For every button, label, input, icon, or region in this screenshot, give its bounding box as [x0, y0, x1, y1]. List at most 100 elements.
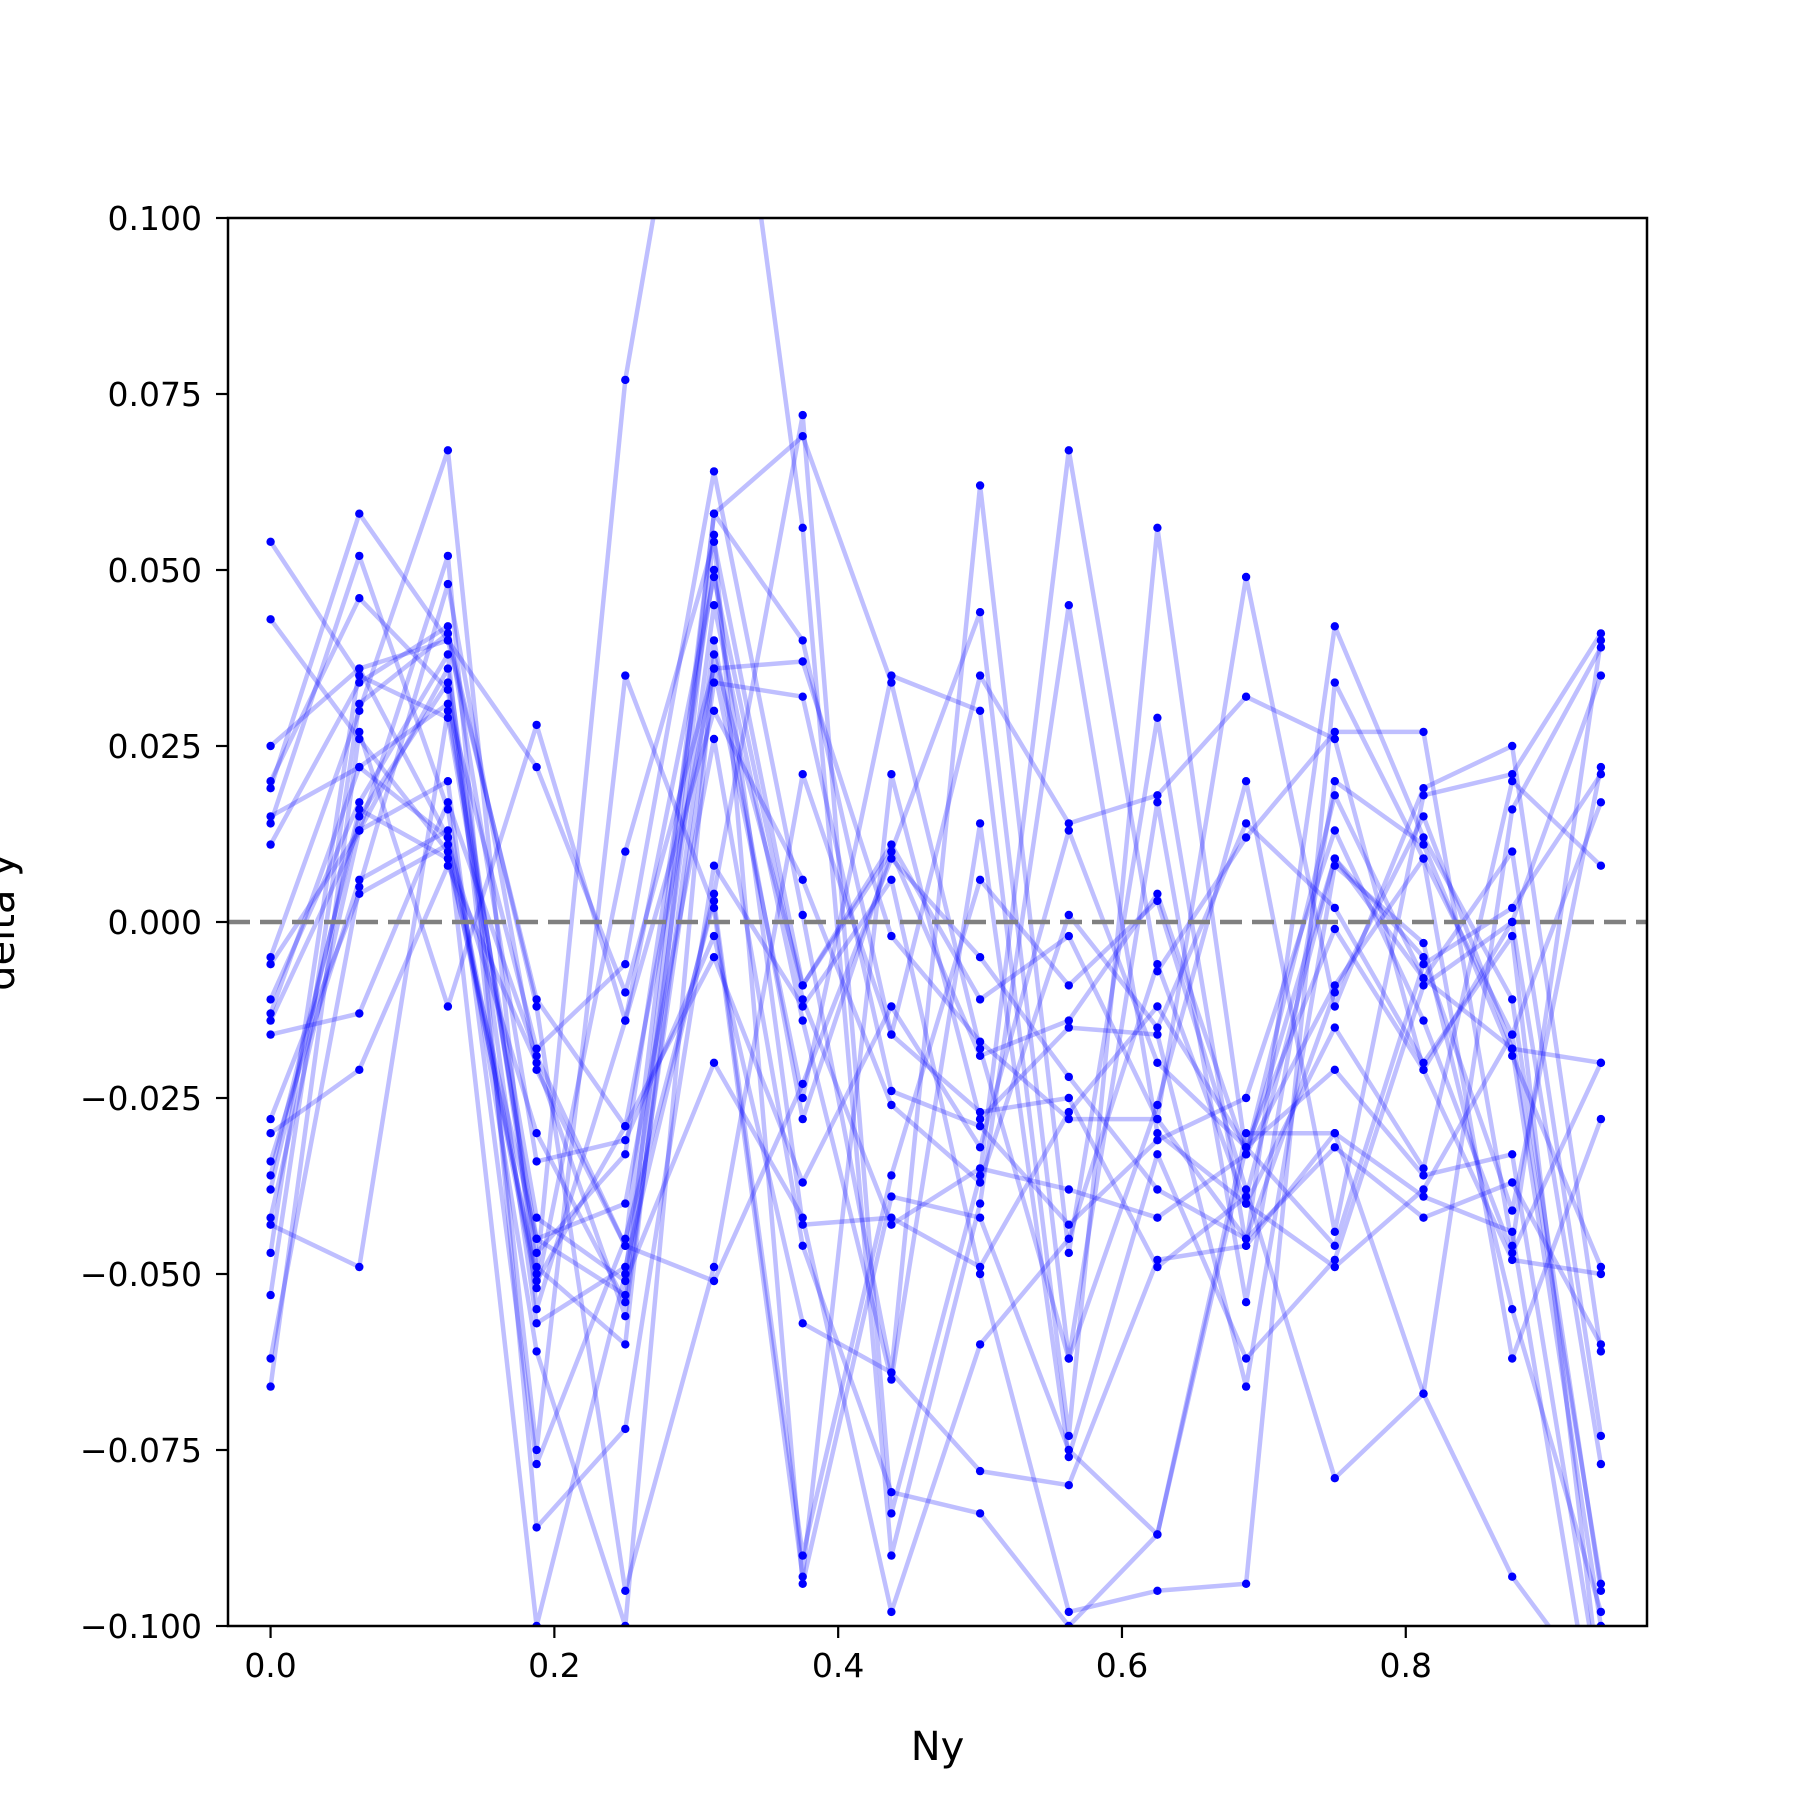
- series-line-6: [269, 469, 1604, 1592]
- data-point: [621, 988, 630, 997]
- series-line-2: [268, 218, 1603, 1558]
- data-point: [621, 1298, 630, 1307]
- data-point: [532, 1157, 541, 1166]
- data-point: [1419, 1213, 1428, 1222]
- data-point: [887, 847, 896, 856]
- data-point: [1064, 1431, 1074, 1441]
- data-point: [1241, 692, 1251, 701]
- data-point: [1330, 1227, 1340, 1237]
- data-point: [443, 713, 453, 722]
- data-point: [443, 861, 453, 870]
- data-point: [621, 1290, 630, 1300]
- data-point: [266, 1129, 275, 1138]
- data-point: [975, 1122, 985, 1131]
- data-point: [975, 1114, 985, 1124]
- data-point: [1330, 734, 1340, 744]
- data-point: [1153, 1150, 1162, 1159]
- data-point: [887, 1171, 896, 1180]
- series-line-21: [269, 708, 1604, 1615]
- data-point: [798, 410, 807, 420]
- data-point: [1064, 1107, 1074, 1117]
- data-point: [1153, 960, 1162, 969]
- data-point: [1153, 1530, 1162, 1539]
- data-point: [709, 1058, 719, 1068]
- data-point: [355, 798, 364, 807]
- data-point: [887, 1100, 896, 1110]
- data-point: [798, 875, 807, 884]
- data-point: [1596, 671, 1606, 680]
- data-point: [355, 762, 364, 772]
- data-point: [443, 805, 453, 814]
- data-point: [1064, 446, 1074, 455]
- data-point: [1330, 1002, 1340, 1011]
- data-point: [975, 819, 985, 828]
- data-point: [1153, 791, 1162, 800]
- data-point: [355, 706, 364, 715]
- data-point: [621, 1586, 630, 1596]
- series-line-8: [268, 624, 1552, 1626]
- data-point: [1064, 1220, 1074, 1229]
- data-point: [1241, 1143, 1251, 1152]
- data-point: [266, 1248, 275, 1258]
- data-point: [1597, 1692, 1605, 1700]
- data-point: [1241, 1354, 1251, 1363]
- data-point: [1596, 1579, 1606, 1589]
- data-point: [443, 664, 453, 673]
- data-point: [798, 910, 807, 920]
- data-point: [1330, 727, 1340, 737]
- axis-ticks: 0.0 0.2 0.4 0.6 0.8 0.100 0.075 0.050 0.025 0.000…: [80, 199, 1432, 1685]
- data-point: [1241, 572, 1251, 582]
- data-point: [355, 875, 364, 884]
- data-point: [621, 1150, 630, 1159]
- data-point: [443, 833, 453, 842]
- data-point: [532, 1283, 541, 1293]
- data-point: [709, 509, 719, 518]
- data-point: [1330, 1065, 1340, 1075]
- data-point: [709, 1262, 719, 1272]
- data-point: [1330, 861, 1340, 870]
- data-point: [266, 1016, 275, 1025]
- data-point: [443, 854, 453, 863]
- data-point: [975, 1037, 985, 1046]
- data-point: [1064, 1114, 1074, 1124]
- data-point: [975, 1143, 985, 1152]
- data-point: [532, 1129, 541, 1138]
- series-line-9: [268, 448, 1604, 1626]
- data-point: [266, 1030, 275, 1039]
- y-tick-label: −0.100: [80, 1607, 202, 1646]
- data-point: [798, 636, 807, 645]
- data-point: [887, 1607, 896, 1617]
- data-point: [443, 847, 453, 856]
- data-point: [887, 931, 896, 941]
- data-point: [1153, 1262, 1162, 1272]
- data-point: [1064, 1607, 1074, 1617]
- data-point: [443, 777, 453, 786]
- data-point: [1596, 636, 1606, 645]
- data-point: [975, 1178, 985, 1187]
- data-point: [1508, 1572, 1517, 1581]
- series-line-15: [268, 680, 1603, 1305]
- data-point: [1330, 981, 1340, 990]
- data-point: [975, 1213, 985, 1222]
- data-point: [798, 657, 807, 666]
- data-point: [1419, 791, 1428, 800]
- data-point: [443, 826, 453, 835]
- data-point: [975, 995, 985, 1004]
- data-point: [355, 1065, 364, 1075]
- data-point: [532, 1213, 541, 1222]
- data-point: [798, 1551, 807, 1560]
- data-point: [1419, 1171, 1428, 1180]
- data-point: [443, 629, 453, 638]
- data-point: [1064, 601, 1074, 610]
- data-point: [355, 664, 364, 673]
- data-point: [887, 1002, 896, 1011]
- data-point: [709, 953, 719, 962]
- data-point: [532, 720, 541, 730]
- series-line-1: [268, 433, 1603, 1361]
- data-point: [709, 931, 719, 941]
- data-point: [975, 1199, 985, 1208]
- data-point: [1153, 1030, 1162, 1039]
- data-point: [798, 432, 807, 441]
- series-line-19: [268, 736, 1580, 1626]
